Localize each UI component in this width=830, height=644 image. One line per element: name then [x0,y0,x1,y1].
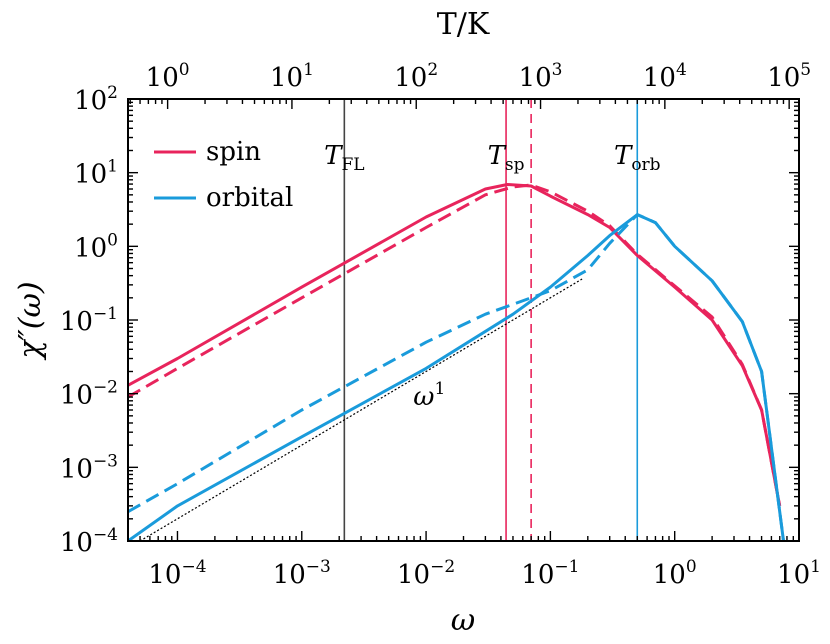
y-tick-label: 101 [74,157,118,190]
tick-labels: 10−4 10−3 10−2 10−1 100 101 10−4 10−3 10−2 10−1 10… [60,60,821,590]
y-tick-label: 10−4 [60,525,118,558]
y-tick-label: 100 [74,230,118,263]
x-tick-label: 10−1 [521,557,579,590]
legend-label: spin [206,137,261,167]
top-tick-label: 101 [270,60,314,93]
series-line-spin-dashed [128,183,782,507]
vertical-line-labels: TFL Tsp Torb [324,141,661,175]
x-axis-title: ω [451,603,475,638]
x-tick-label: 10−2 [397,557,455,590]
axis-ticks [127,98,800,542]
vertical-line-label-sp: Tsp [488,141,525,175]
annotations: ω1 [413,379,445,412]
legend: spin orbital [154,137,293,213]
top-tick-label: 103 [519,60,563,93]
plot-area [128,99,785,541]
top-tick-label: 104 [643,60,687,93]
series-line-orbital-solid [128,213,785,541]
series-line--1-guide-dotted [139,278,583,541]
top-axis-title: T/K [437,7,490,42]
y-tick-label: 10−2 [60,378,118,411]
series-line-spin-solid [128,183,782,507]
x-tick-label: 10−3 [273,557,331,590]
x-tick-label: 100 [653,557,697,590]
y-tick-label: 10−3 [60,451,118,484]
top-tick-label: 105 [767,60,811,93]
y-tick-label: 10−1 [60,304,118,337]
y-tick-label: 102 [74,83,118,116]
legend-label: orbital [206,183,293,213]
x-tick-label: 101 [777,557,821,590]
x-tick-label: 10−4 [148,557,206,590]
y-axis-title: χ″(ω) [13,281,48,360]
vertical-line-label-FL: TFL [324,141,364,175]
omega-power-annotation: ω1 [413,379,445,412]
top-tick-label: 100 [146,60,190,93]
top-tick-label: 102 [394,60,438,93]
series-line-orbital-dashed [128,213,785,541]
vertical-line-label-orb: Torb [614,141,661,175]
